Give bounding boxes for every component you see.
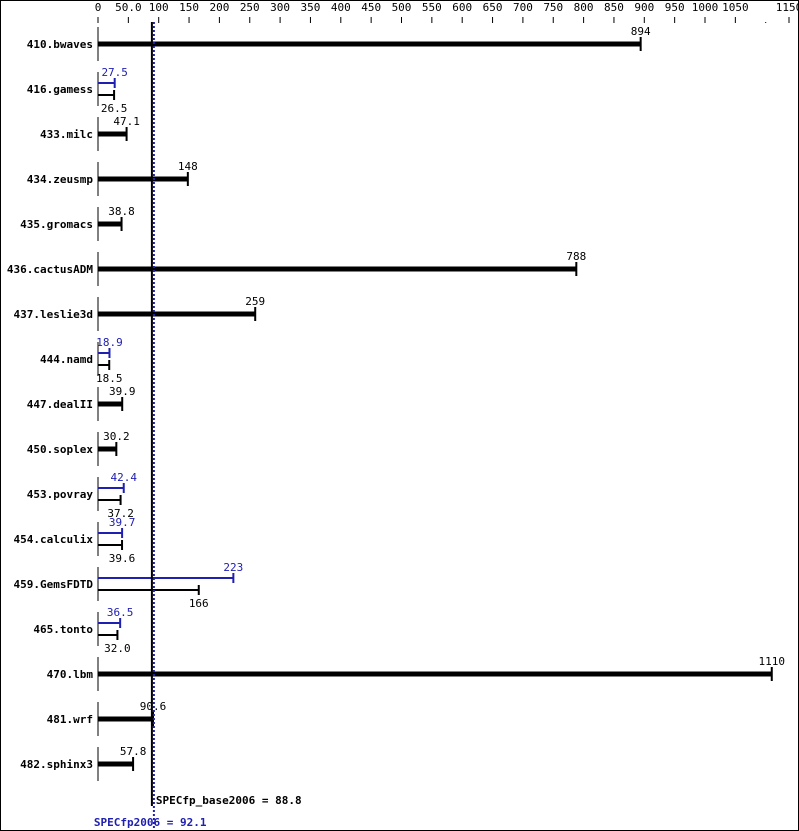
benchmark-label: 465.tonto (33, 623, 93, 636)
benchmark-label: 450.soplex (27, 443, 94, 456)
base-value-label: 30.2 (103, 430, 130, 443)
peak-value-label: 36.5 (107, 606, 134, 619)
peak-value-label: 39.7 (109, 516, 136, 529)
axis-tick-label: 150 (179, 1, 199, 14)
axis-tick-label: 850 (604, 1, 624, 14)
base-value-label: 32.0 (104, 642, 131, 655)
axis-tick-label: 650 (483, 1, 503, 14)
axis-tick-label: 300 (270, 1, 290, 14)
benchmark-label: 436.cactusADM (7, 263, 93, 276)
benchmark-label: 444.namd (40, 353, 93, 366)
benchmark-label: 437.leslie3d (14, 308, 93, 321)
axis-tick-label: 350 (301, 1, 321, 14)
base-value-label: 37.2 (107, 507, 134, 520)
peak-value-label: 223 (223, 561, 243, 574)
base-value-label: 259 (245, 295, 265, 308)
benchmark-label: 482.sphinx3 (20, 758, 93, 771)
peak-value-label: 42.4 (110, 471, 137, 484)
axis-tick-label: 200 (209, 1, 229, 14)
benchmark-label: 434.zeusmp (27, 173, 94, 186)
benchmark-label: 416.gamess (27, 83, 93, 96)
axis-tick-label: 450 (361, 1, 381, 14)
base-value-label: 166 (189, 597, 209, 610)
base-value-label: 38.8 (108, 205, 135, 218)
base-value-label: 1110 (759, 655, 786, 668)
axis-tick-label: 1050 (722, 1, 749, 14)
peak-value-label: 27.5 (101, 66, 128, 79)
base-reference-label: SPECfp_base2006 = 88.8 (156, 794, 302, 807)
base-value-label: 57.8 (120, 745, 147, 758)
base-value-label: 18.5 (96, 372, 123, 385)
benchmark-label: 435.gromacs (20, 218, 93, 231)
axis-tick-label: 100 (149, 1, 169, 14)
axis-tick-label: 400 (331, 1, 351, 14)
benchmark-label: 470.lbm (47, 668, 94, 681)
base-value-label: 26.5 (101, 102, 128, 115)
base-value-label: 39.6 (109, 552, 136, 565)
axis-tick-label: 1150 (776, 1, 799, 14)
benchmark-label: 447.dealII (27, 398, 93, 411)
base-value-label: 39.9 (109, 385, 136, 398)
axis-tick-label: 1000 (692, 1, 719, 14)
axis-tick-label: 750 (543, 1, 563, 14)
axis-tick-label: 250 (240, 1, 260, 14)
benchmark-label: 433.milc (40, 128, 93, 141)
axis-tick-label: 550 (422, 1, 442, 14)
benchmark-label: 453.povray (27, 488, 94, 501)
benchmark-label: 454.calculix (14, 533, 94, 546)
axis-tick-label: 500 (392, 1, 412, 14)
peak-reference-label: SPECfp2006 = 92.1 (94, 816, 207, 829)
base-value-label: 788 (566, 250, 586, 263)
axis-tick-label: 700 (513, 1, 533, 14)
base-value-label: 47.1 (113, 115, 140, 128)
axis-tick-label: 0 (95, 1, 102, 14)
benchmark-label: 459.GemsFDTD (14, 578, 94, 591)
axis-tick-label: 950 (665, 1, 685, 14)
axis-tick-label: 800 (574, 1, 594, 14)
axis-tick-label: 600 (452, 1, 472, 14)
axis-tick-label: 50.0 (115, 1, 142, 14)
axis-tick-label: 900 (634, 1, 654, 14)
peak-value-label: 18.9 (96, 336, 123, 349)
benchmark-label: 481.wrf (47, 713, 93, 726)
base-value-label: 894 (631, 25, 651, 38)
base-value-label: 148 (178, 160, 198, 173)
benchmark-label: 410.bwaves (27, 38, 93, 51)
